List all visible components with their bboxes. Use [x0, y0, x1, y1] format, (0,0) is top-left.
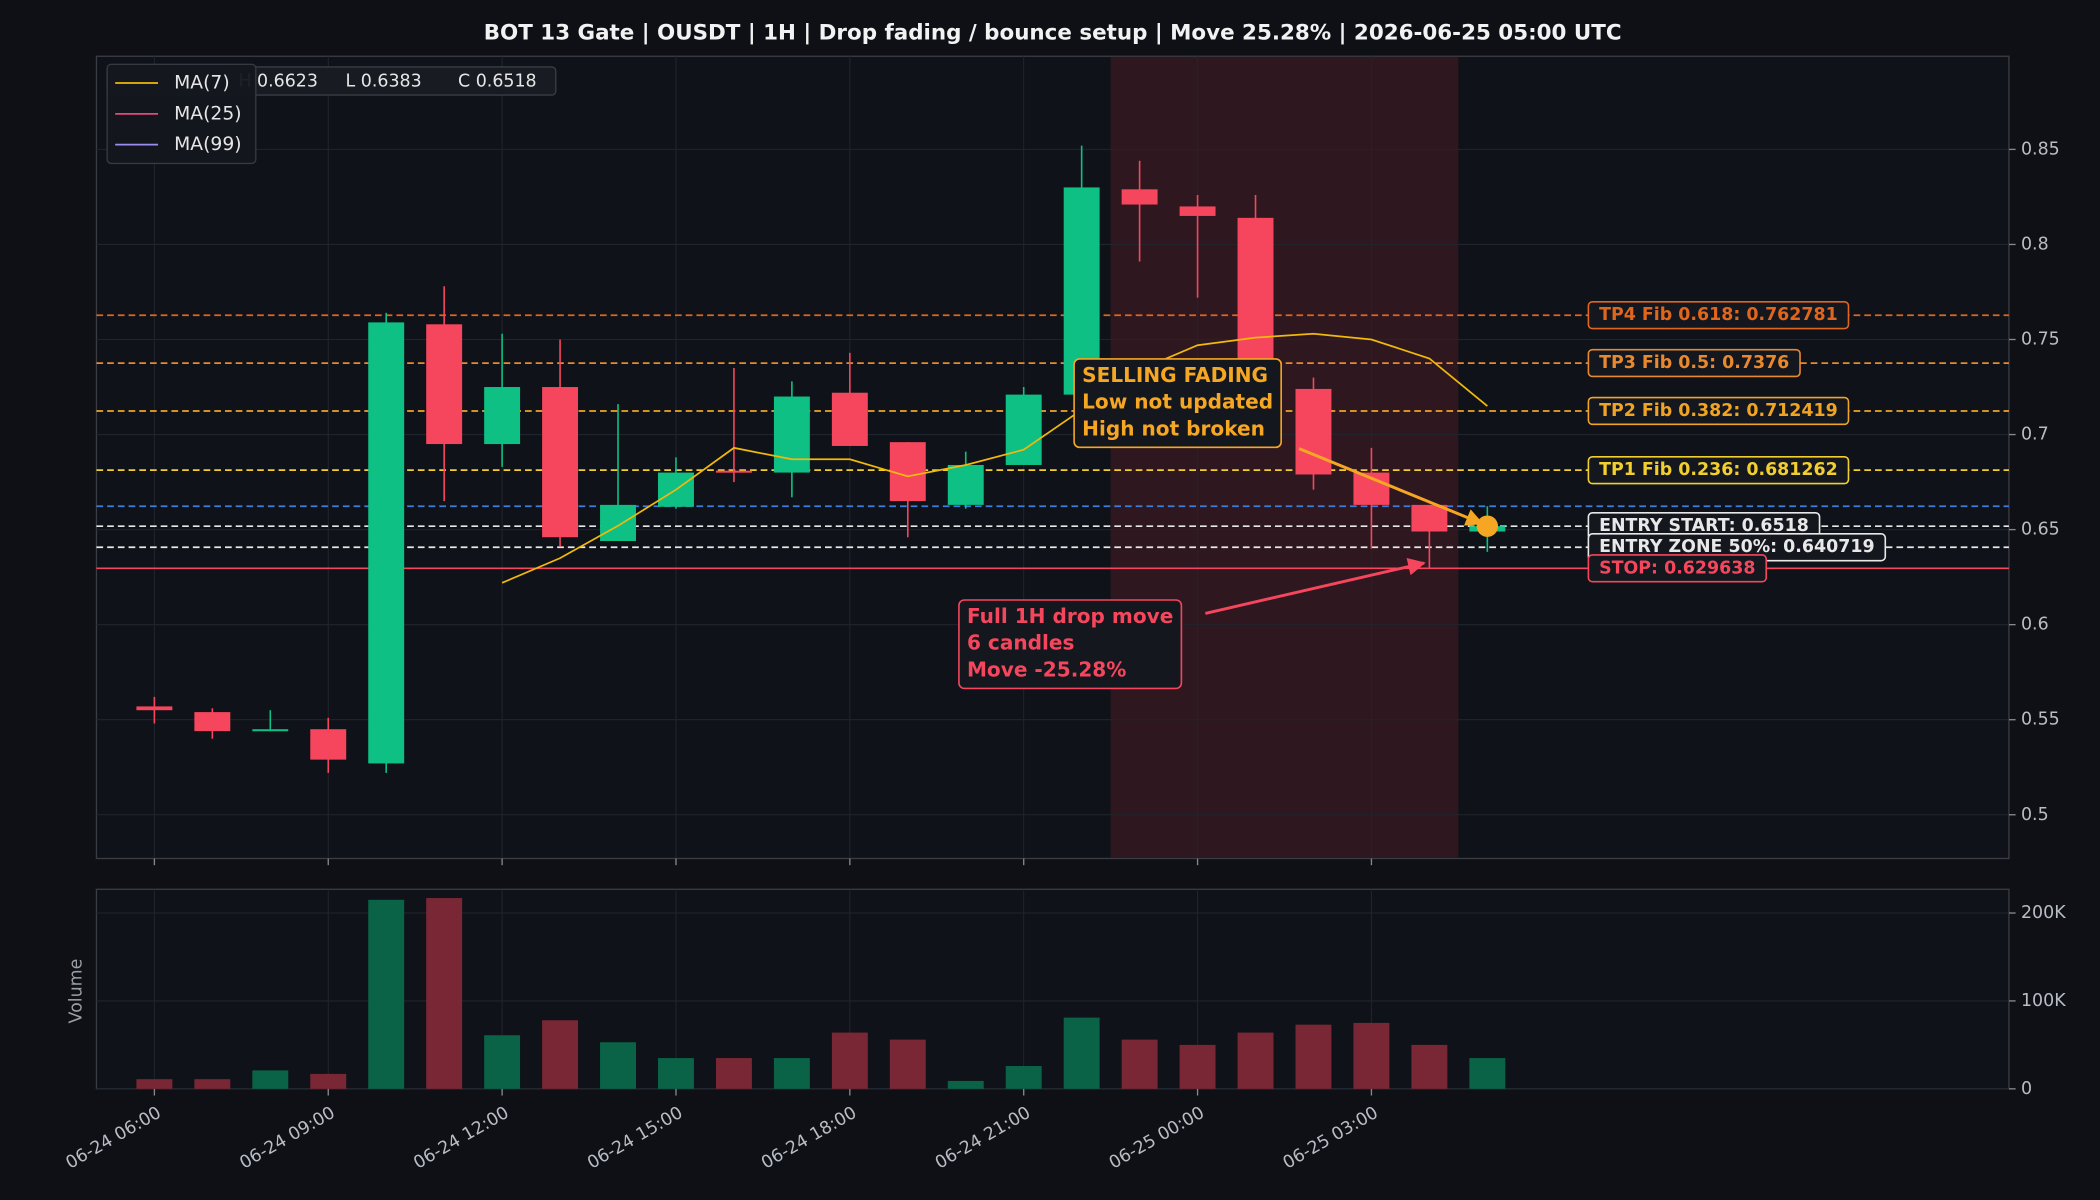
level-label-text: TP3 Fib 0.5: 0.7376 — [1599, 353, 1789, 373]
candle-body — [252, 729, 289, 732]
candle-body — [947, 464, 984, 505]
entry-marker — [1476, 515, 1499, 537]
volume-bar — [136, 1079, 173, 1089]
volume-bar — [368, 899, 405, 1089]
level-label-text: ENTRY ZONE 50%: 0.640719 — [1599, 537, 1874, 557]
level-label-text: TP2 Fib 0.382: 0.712419 — [1599, 401, 1838, 421]
volume-bar — [1411, 1044, 1448, 1089]
level-label-text: STOP: 0.629638 — [1599, 558, 1755, 578]
volume-bar — [252, 1070, 289, 1089]
level-label: ENTRY START: 0.6518 — [1587, 511, 1821, 541]
candle-body — [310, 729, 347, 760]
level-label: TP1 Fib 0.236: 0.681262 — [1587, 455, 1850, 485]
candle-body — [1411, 504, 1448, 532]
y-tick-label: 0.7 — [2021, 425, 2049, 445]
y-tick-label: 0.8 — [2021, 234, 2049, 254]
candle-body — [1121, 189, 1158, 205]
volume-bar — [889, 1039, 926, 1089]
legend-label: MA(7) — [174, 73, 230, 94]
y-tick-label: 200K — [2021, 903, 2066, 923]
candle-body — [1295, 388, 1332, 475]
candle-body — [889, 442, 926, 502]
y-tick-label: 0.85 — [2021, 139, 2060, 159]
y-tick-label: 0.55 — [2021, 710, 2060, 730]
volume-bar — [831, 1032, 868, 1089]
volume-bar — [310, 1073, 347, 1089]
volume-bar — [426, 898, 463, 1089]
annotation-text: Low not updated — [1082, 390, 1273, 414]
level-label-text: ENTRY START: 0.6518 — [1599, 516, 1809, 536]
level-label-box — [1587, 348, 1801, 378]
level-label-text: TP1 Fib 0.236: 0.681262 — [1599, 460, 1838, 480]
shaded-zone — [1110, 56, 1459, 858]
y-tick-label: 0 — [2021, 1079, 2032, 1099]
candle-body — [715, 470, 752, 473]
level-label-box — [1587, 455, 1850, 485]
legend-label: MA(25) — [174, 103, 241, 124]
volume-bar — [715, 1058, 752, 1089]
y-tick-label: 0.6 — [2021, 615, 2049, 635]
annotation-text: Full 1H drop move — [967, 604, 1173, 628]
volume-bar — [194, 1079, 231, 1089]
volume-bar — [1121, 1039, 1158, 1089]
level-label: TP3 Fib 0.5: 0.7376 — [1587, 348, 1801, 378]
y-tick-label: 0.75 — [2021, 330, 2060, 350]
level-label-box — [1587, 554, 1768, 583]
volume-bar — [1063, 1017, 1100, 1089]
volume-bar — [1295, 1024, 1332, 1089]
candle-body — [136, 706, 173, 711]
annotation-arrow — [1298, 447, 1484, 526]
annotation-box — [1073, 358, 1282, 449]
volume-bar — [773, 1058, 810, 1089]
volume-axis-label: Volume — [66, 959, 86, 1024]
annotation-text: 6 candles — [967, 631, 1075, 655]
candle-body — [368, 322, 405, 764]
volume-bar — [484, 1035, 521, 1089]
candle-body — [831, 392, 868, 446]
annotation-text: High not broken — [1082, 416, 1265, 440]
annotation-arrow — [1205, 558, 1426, 615]
ohlc-text: C 0.6518 — [458, 72, 537, 92]
volume-bar — [600, 1042, 636, 1089]
candle-body — [426, 324, 463, 445]
y-tick-label: 0.65 — [2021, 520, 2060, 540]
annotation-box — [958, 599, 1183, 690]
volume-bar — [1353, 1022, 1390, 1089]
volume-bar — [542, 1020, 579, 1089]
level-label: TP4 Fib 0.618: 0.762781 — [1587, 301, 1850, 330]
level-label-text: TP4 Fib 0.618: 0.762781 — [1599, 305, 1838, 325]
volume-bar — [1237, 1032, 1274, 1089]
candle-body — [542, 387, 579, 538]
legend-box — [106, 63, 257, 165]
level-label: STOP: 0.629638 — [1587, 554, 1768, 583]
annotation-text: Move -25.28% — [967, 657, 1126, 681]
volume-bar — [1179, 1044, 1216, 1089]
candle-body — [484, 387, 521, 445]
ma-line — [501, 332, 1488, 584]
level-label-box — [1587, 301, 1850, 330]
volume-panel — [95, 888, 2010, 1090]
volume-bar — [1005, 1065, 1042, 1089]
ohlc-text: H 0.6623 — [238, 72, 318, 92]
y-tick-label: 0.5 — [2021, 805, 2049, 825]
candle-body — [1179, 206, 1216, 216]
y-tick-label: 100K — [2021, 991, 2066, 1011]
candle-body — [600, 504, 636, 542]
legend-label: MA(99) — [174, 134, 241, 155]
candle-body — [773, 396, 810, 473]
annotation-text: SELLING FADING — [1082, 363, 1268, 387]
volume-bar — [658, 1058, 694, 1089]
level-label-box — [1587, 396, 1850, 426]
level-label: TP2 Fib 0.382: 0.712419 — [1587, 396, 1850, 426]
ohlc-text: L 0.6383 — [346, 72, 422, 92]
level-label: ENTRY ZONE 50%: 0.640719 — [1587, 533, 1887, 562]
volume-bar — [1469, 1058, 1506, 1089]
volume-bar — [947, 1080, 984, 1089]
candle-body — [194, 712, 231, 732]
chart-title: BOT 13 Gate | OUSDT | 1H | Drop fading /… — [484, 20, 1622, 45]
candle-body — [1005, 394, 1042, 465]
